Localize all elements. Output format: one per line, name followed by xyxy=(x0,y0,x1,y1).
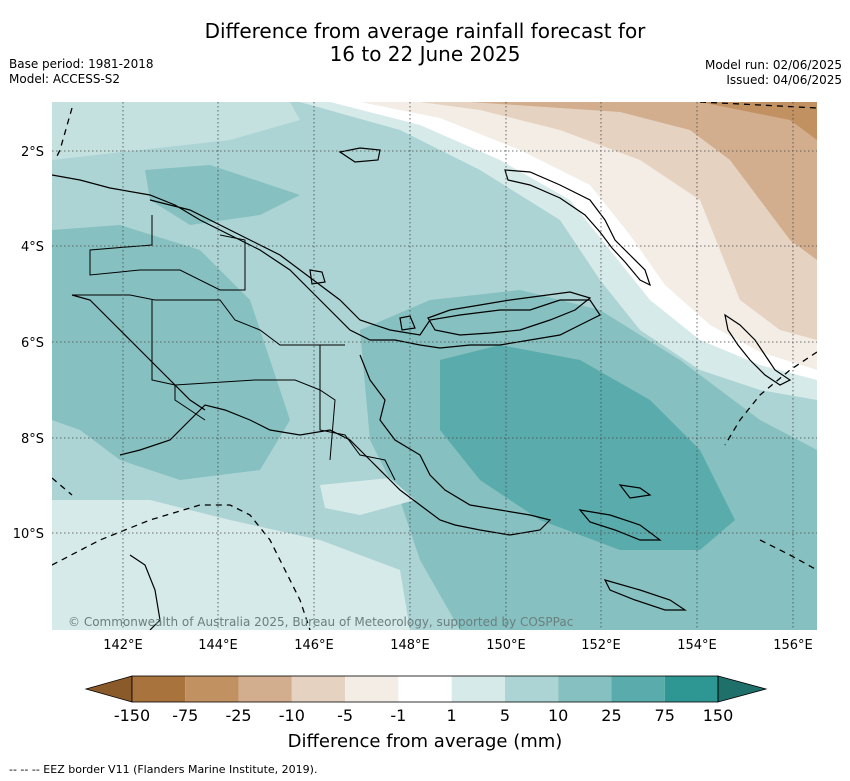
colorbar-tick-label: 1 xyxy=(447,706,457,725)
border-1 xyxy=(89,215,246,291)
border-2 xyxy=(72,294,345,346)
lat-label-6s: 6°S xyxy=(21,336,44,351)
colorbar-title: Difference from average (mm) xyxy=(288,731,563,752)
eez-south xyxy=(52,504,311,630)
colorbar-segment xyxy=(291,676,346,702)
colorbar-segment xyxy=(611,676,665,702)
colorbar-segment xyxy=(451,676,505,702)
run-info: Model run: 02/06/2025 Issued: 04/06/2025 xyxy=(705,58,842,88)
model-run-text: Model run: 02/06/2025 xyxy=(704,58,842,72)
field-10-25-west xyxy=(52,225,290,480)
field-minus75-minus25 xyxy=(700,102,817,140)
lon-label-142e: 142°E xyxy=(103,638,143,653)
gulf-coast xyxy=(71,294,206,411)
colorbar-tick-label: 75 xyxy=(655,706,675,725)
title-line-2: 16 to 22 June 2025 xyxy=(329,42,521,66)
issued-text: Issued: 04/06/2025 xyxy=(726,73,842,87)
colorbar-segment xyxy=(345,676,399,702)
field-1-5-patch xyxy=(320,478,415,515)
colorbar-segment xyxy=(664,676,718,702)
bougainville xyxy=(724,313,792,386)
lat-label-2s: 2°S xyxy=(21,145,44,160)
eez-west xyxy=(52,477,73,496)
karkar-island xyxy=(309,269,326,285)
anomaly-field xyxy=(52,102,817,630)
umboi-island xyxy=(399,315,416,331)
colorbar-tick-label: -1 xyxy=(390,706,406,725)
colorbar-segment xyxy=(238,676,292,702)
colorbar: -150 -75 -25 -10 -5 -1 1 5 10 25 75 150 xyxy=(84,675,768,725)
colorbar-extend-high xyxy=(717,675,768,703)
field-25-75 xyxy=(440,345,735,550)
base-period-text: Base period: 1981-2018 xyxy=(9,57,154,71)
colorbar-outline xyxy=(131,675,719,703)
border-5 xyxy=(319,345,396,481)
map-title: Difference from average rainfall forecas… xyxy=(0,20,850,66)
lat-label-8s: 8°S xyxy=(21,432,44,447)
new-britain xyxy=(427,291,592,336)
new-guinea-south-coast xyxy=(119,354,552,536)
lon-label-148e: 148°E xyxy=(390,638,430,653)
new-ireland xyxy=(504,169,652,287)
new-guinea-north-coast xyxy=(52,174,601,349)
eez-east xyxy=(724,351,817,446)
colorbar-tick-label: -150 xyxy=(114,706,150,725)
colorbar-tick-label: -75 xyxy=(172,706,198,725)
rossel-island xyxy=(603,579,687,611)
cape-york xyxy=(129,554,161,630)
lon-label-156e: 156°E xyxy=(773,638,813,653)
lon-label-154e: 154°E xyxy=(677,638,717,653)
field-minus10-minus5 xyxy=(420,102,817,340)
field-minus25-minus10 xyxy=(470,102,817,260)
longitude-labels: 142°E 144°E 146°E 148°E 150°E 152°E 154°… xyxy=(103,638,813,653)
colorbar-extend-low xyxy=(84,675,133,703)
border-3 xyxy=(151,300,336,461)
colorbar-tick-label: 5 xyxy=(500,706,510,725)
colorbar-tick-label: 25 xyxy=(601,706,621,725)
colorbar-segment xyxy=(558,676,612,702)
colorbar-segment xyxy=(398,676,452,702)
lon-label-150e: 150°E xyxy=(486,638,526,653)
manus-island xyxy=(338,147,381,163)
field-light-top xyxy=(52,102,300,160)
colorbar-tick-label: -25 xyxy=(225,706,251,725)
lon-label-144e: 144°E xyxy=(198,638,238,653)
model-info: Base period: 1981-2018 Model: ACCESS-S2 xyxy=(9,57,154,87)
colorbar-segment xyxy=(185,676,239,702)
latitude-labels: 2°S 4°S 6°S 8°S 10°S xyxy=(13,145,44,542)
lat-label-4s: 4°S xyxy=(21,240,44,255)
province-borders xyxy=(72,215,396,481)
border-4 xyxy=(174,385,206,421)
eez-north-east xyxy=(699,102,817,109)
colorbar-tick-label: 10 xyxy=(548,706,568,725)
colorbar-segment xyxy=(132,676,186,702)
eez-south-east xyxy=(759,539,817,571)
field-1-5-south xyxy=(52,500,410,630)
gridlines xyxy=(52,102,817,630)
eez-north-west xyxy=(54,107,73,161)
lon-label-146e: 146°E xyxy=(294,638,334,653)
colorbar-tick-label: -5 xyxy=(337,706,353,725)
woodlark-island xyxy=(578,509,662,541)
trobriand-island xyxy=(618,484,652,499)
eez-footnote: -- -- -- EEZ border V11 (Flanders Marine… xyxy=(9,763,318,776)
colorbar-segment xyxy=(504,676,559,702)
lat-label-10s: 10°S xyxy=(13,527,44,542)
lon-label-152e: 152°E xyxy=(581,638,621,653)
colorbar-tick-label: -10 xyxy=(279,706,305,725)
model-text: Model: ACCESS-S2 xyxy=(9,72,121,86)
eez-borders xyxy=(52,102,817,630)
coastlines xyxy=(52,147,792,630)
colorbar-tick-label: 150 xyxy=(703,706,734,725)
copyright-text: © Commonwealth of Australia 2025, Bureau… xyxy=(68,615,573,629)
title-line-1: Difference from average rainfall forecas… xyxy=(204,19,646,43)
